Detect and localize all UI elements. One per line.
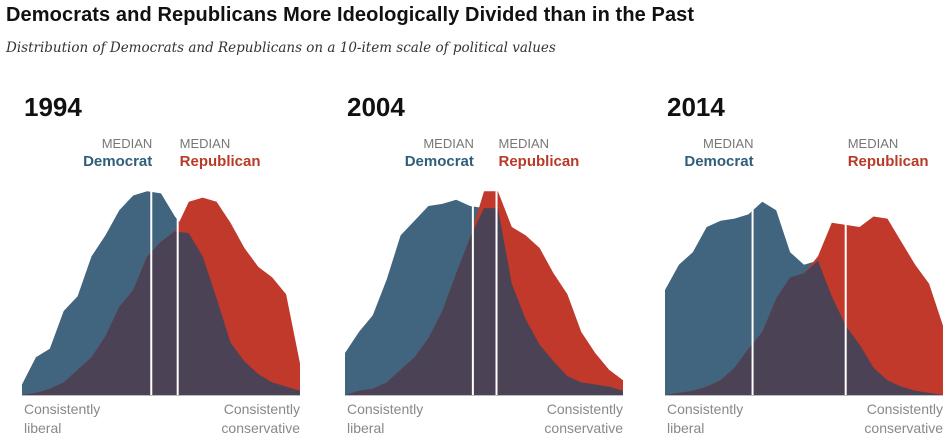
panel-year: 2004 [347, 92, 405, 122]
axis-label-liberal: Consistently liberal [347, 400, 423, 438]
distribution-chart-2004 [345, 176, 623, 396]
median-caption-democrat: MEDIAN [101, 136, 153, 151]
panel-2014: 2014 MEDIAN Democrat MEDIAN Republican C… [665, 88, 945, 448]
axis-left-line1: Consistently [667, 401, 744, 417]
median-caption-democrat: MEDIAN [423, 136, 474, 151]
axis-right-line2: conservative [544, 420, 623, 436]
median-label-democrat: Democrat [404, 153, 474, 170]
axis-right-line2: conservative [221, 420, 300, 436]
median-label-republican: Republican [847, 153, 929, 170]
axis-left-line2: liberal [24, 420, 62, 436]
panel-1994: 1994 MEDIAN Democrat MEDIAN Republican C… [22, 88, 302, 448]
axis-right-line1: Consistently [546, 401, 623, 417]
distribution-chart-2014 [665, 176, 943, 396]
axis-left-line2: liberal [347, 420, 385, 436]
axis-right-line1: Consistently [866, 401, 943, 417]
axis-left-line1: Consistently [347, 401, 424, 417]
median-label-republican: Republican [179, 153, 261, 170]
median-label-republican: Republican [498, 153, 580, 170]
overlap-area [22, 231, 300, 395]
panel-year: 2014 [667, 92, 725, 122]
axis-label-conservative: Consistently conservative [864, 400, 943, 438]
axis-label-liberal: Consistently liberal [24, 400, 100, 438]
axis-right-line2: conservative [864, 420, 943, 436]
median-caption-republican: MEDIAN [498, 136, 550, 151]
median-caption-democrat: MEDIAN [703, 136, 754, 151]
axis-label-conservative: Consistently conservative [544, 400, 623, 438]
axis-label-conservative: Consistently conservative [221, 400, 300, 438]
axis-left-line2: liberal [667, 420, 705, 436]
median-caption-republican: MEDIAN [847, 136, 899, 151]
panel-year: 1994 [24, 92, 82, 122]
overlap-area [665, 260, 943, 395]
axis-right-line1: Consistently [223, 401, 300, 417]
median-caption-republican: MEDIAN [179, 136, 231, 151]
overlap-area [345, 208, 623, 395]
chart-title: Democrats and Republicans More Ideologic… [6, 4, 695, 26]
distribution-chart-1994 [22, 176, 300, 396]
axis-label-liberal: Consistently liberal [667, 400, 743, 438]
median-label-democrat: Democrat [684, 153, 754, 170]
median-label-democrat: Democrat [83, 153, 153, 170]
panel-2004: 2004 MEDIAN Democrat MEDIAN Republican C… [345, 88, 625, 448]
axis-left-line1: Consistently [24, 401, 101, 417]
chart-subtitle: Distribution of Democrats and Republican… [6, 40, 556, 56]
